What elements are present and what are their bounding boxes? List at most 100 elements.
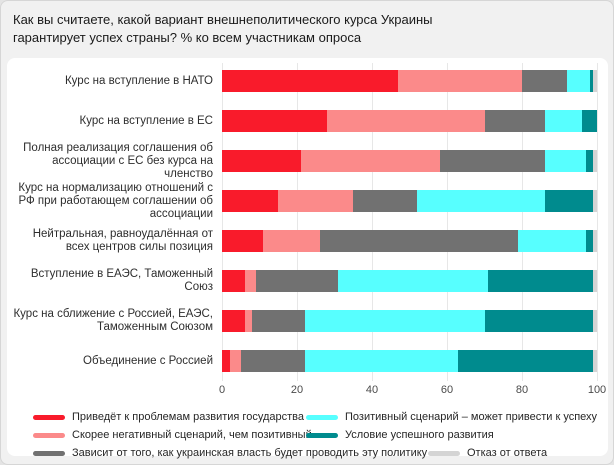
bar-segment (222, 190, 279, 212)
bar-segment (244, 310, 252, 332)
bar-segment (222, 350, 230, 372)
bar-segment (582, 110, 597, 132)
bar-segment (585, 150, 594, 172)
legend-item: Приведёт к проблемам развития государств… (33, 411, 304, 424)
plot-area: Курс на вступление в НАТО Курс на вступле… (7, 61, 608, 381)
bar-segment (589, 70, 594, 92)
stacked-bar (222, 190, 597, 212)
bar-row: Курс на вступление в ЕС (7, 101, 597, 141)
bar-segment (255, 270, 339, 292)
bar-row: Вступление в ЕАЭС, Таможенный Союз (7, 261, 597, 301)
axis-tick-labels: 0 20 40 60 80 100 (218, 384, 606, 398)
axis-spacer (7, 384, 222, 398)
bar-segment (222, 310, 245, 332)
bar-segment (222, 230, 264, 252)
bar-segment (398, 70, 522, 92)
bar-segment (585, 230, 594, 252)
x-axis: 0 20 40 60 80 100 (7, 384, 608, 398)
legend-label: Скорее негативный сценарий, чем позитивн… (72, 429, 312, 441)
bar-segment (222, 270, 245, 292)
bar-segment (518, 230, 586, 252)
bar-segment (593, 70, 597, 92)
legend-swatch-icon (33, 415, 65, 420)
bar-segment (327, 110, 485, 132)
gridline (522, 63, 523, 381)
category-label: Курс на вступление в ЕС (79, 114, 213, 127)
axis-tick-label: 80 (515, 384, 529, 396)
bar-segment (593, 230, 597, 252)
category-label: Объединение с Россией (83, 354, 213, 367)
bar-segment (593, 150, 597, 172)
bar-segment (544, 150, 586, 172)
gridline (372, 63, 373, 381)
legend-item: Условие успешного развития (306, 429, 494, 442)
stacked-bar (222, 230, 597, 252)
legend-swatch-icon (306, 433, 338, 438)
bar-row: Курс на вступление в НАТО (7, 61, 597, 101)
legend: Приведёт к проблемам развития государств… (33, 411, 608, 464)
bar-segment (458, 350, 594, 372)
bar-segment (222, 110, 327, 132)
bar-segment (593, 350, 597, 372)
legend-swatch-icon (306, 415, 338, 420)
gridline (297, 63, 298, 381)
bar-segment (229, 350, 241, 372)
category-label: Полная реализация соглашения об ассоциац… (23, 141, 213, 180)
bar-row: Полная реализация соглашения об ассоциац… (7, 141, 597, 181)
legend-item: Отказ от ответа (428, 447, 547, 460)
bar-segment (522, 70, 567, 92)
gridlines (222, 63, 598, 381)
legend-label: Условие успешного развития (345, 429, 494, 441)
legend-label: Отказ от ответа (467, 447, 548, 459)
legend-label: Зависит от того, как украинская власть б… (72, 447, 428, 459)
bar-segment (488, 270, 594, 292)
bar-segment (484, 110, 545, 132)
bar-segment (544, 190, 594, 212)
category-label: Курс на вступление в НАТО (64, 74, 213, 87)
axis-tick-label: 60 (440, 384, 454, 396)
legend-swatch-icon (428, 451, 460, 456)
bar-segment (252, 310, 305, 332)
legend-label: Приведёт к проблемам развития государств… (72, 411, 304, 423)
axis-tick-label: 0 (218, 384, 226, 396)
bar-segment (304, 350, 459, 372)
legend-item: Скорее негативный сценарий, чем позитивн… (33, 429, 312, 442)
bar-segment (222, 70, 399, 92)
bar-segment (319, 230, 519, 252)
bar-segment (567, 70, 590, 92)
bar-segment (263, 230, 320, 252)
gridline (222, 63, 223, 381)
gridline (597, 63, 598, 381)
stacked-bar (222, 110, 597, 132)
bar-segment (544, 110, 582, 132)
category-label: Курс на нормализацию отношений с РФ при … (18, 181, 213, 220)
stacked-bar (222, 70, 597, 92)
chart-title: Как вы считаете, какой вариант внешнепол… (13, 12, 433, 45)
bar-segment (593, 190, 597, 212)
category-label: Курс на сближение с Россией, ЕАЭС, Тамож… (13, 308, 213, 333)
bar-segment (304, 310, 485, 332)
legend-item: Позитивный сценарий – может привести к у… (306, 411, 597, 424)
category-label: Нейтральная, равноудалённая от всех цент… (32, 228, 213, 253)
bar-segment (222, 150, 301, 172)
stacked-bar (222, 350, 597, 372)
bar-row: Курс на нормализацию отношений с РФ при … (7, 181, 597, 221)
axis-tick-label: 40 (365, 384, 379, 396)
bar-segment (484, 310, 594, 332)
bar-row: Объединение с Россией (7, 341, 597, 381)
bar-row: Курс на сближение с Россией, ЕАЭС, Тамож… (7, 301, 597, 341)
bar-segment (300, 150, 440, 172)
bar-segment (338, 270, 489, 292)
gridline (447, 63, 448, 381)
legend-swatch-icon (33, 451, 65, 456)
axis-tick-label: 100 (587, 384, 607, 396)
axis-tick-label: 20 (290, 384, 304, 396)
bar-segment (353, 190, 417, 212)
bar-segment (593, 310, 597, 332)
legend-label: Позитивный сценарий – может привести к у… (345, 411, 598, 423)
bar-segment (593, 270, 597, 292)
bar-rows: Курс на вступление в НАТО Курс на вступле… (7, 61, 608, 381)
stacked-bar (222, 150, 597, 172)
legend-swatch-icon (33, 433, 65, 438)
